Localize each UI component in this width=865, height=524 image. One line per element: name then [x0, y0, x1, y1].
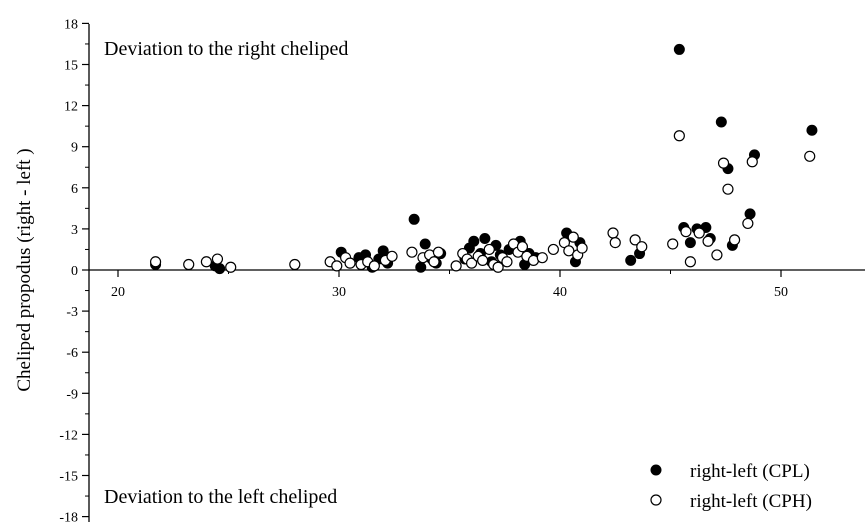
- x-tick-label: 20: [111, 285, 125, 300]
- y-tick-label: 12: [64, 100, 78, 115]
- legend-label-cph: right-left (CPH): [690, 491, 812, 512]
- point-cph: [609, 237, 621, 249]
- x-ticks-group: 20 30 40 50: [111, 270, 788, 300]
- y-tick-label: -3: [66, 305, 78, 320]
- point-cph: [225, 261, 237, 273]
- y-tick-label: -9: [66, 387, 78, 402]
- legend: right-left (CPL) right-left (CPH): [650, 461, 812, 512]
- point-cph: [576, 242, 588, 254]
- x-tick-label: 40: [553, 285, 567, 300]
- point-cph: [673, 130, 685, 142]
- point-cpl: [479, 232, 491, 244]
- point-cph: [501, 256, 513, 268]
- point-cph: [607, 227, 619, 239]
- y-tick-label: 3: [71, 223, 78, 238]
- point-cph: [483, 243, 495, 256]
- x-tick-label: 30: [332, 285, 346, 300]
- point-cpl: [415, 261, 427, 273]
- point-cph: [536, 252, 548, 264]
- point-cph: [629, 234, 641, 246]
- point-cph: [183, 258, 195, 271]
- point-cpl: [625, 254, 637, 266]
- y-tick-label: 9: [71, 141, 78, 156]
- point-cpl: [408, 213, 420, 225]
- point-cph: [211, 253, 224, 265]
- point-cph: [406, 246, 418, 258]
- point-cph: [742, 217, 754, 230]
- point-cph: [667, 238, 679, 250]
- point-cph: [450, 260, 462, 272]
- point-cph: [567, 231, 579, 243]
- legend-marker-cpl: [650, 464, 662, 476]
- point-cph: [289, 258, 301, 271]
- point-cph: [516, 241, 529, 253]
- y-tick-label: 0: [71, 264, 78, 279]
- annotation-left-cheliped: Deviation to the left cheliped: [104, 486, 337, 508]
- point-cph: [386, 250, 398, 262]
- point-cph: [746, 156, 758, 168]
- point-cph: [680, 226, 692, 238]
- y-tick-label: 18: [64, 17, 78, 32]
- point-cph: [149, 256, 162, 268]
- legend-marker-cph: [650, 494, 662, 506]
- point-cpl: [806, 124, 818, 136]
- point-cpl: [468, 235, 480, 247]
- point-cph: [636, 241, 648, 253]
- point-cph: [344, 257, 356, 269]
- point-cpl: [715, 116, 727, 128]
- point-cpl: [684, 237, 696, 249]
- point-cph: [466, 257, 478, 269]
- legend-label-cpl: right-left (CPL): [690, 461, 810, 482]
- point-cph: [331, 260, 343, 272]
- y-tick-label: -18: [59, 511, 78, 524]
- point-cph: [684, 256, 696, 268]
- point-cph: [728, 234, 741, 246]
- point-cph: [722, 183, 734, 195]
- point-cph: [717, 157, 730, 169]
- y-tick-label: -15: [59, 470, 78, 485]
- point-cph: [702, 235, 714, 247]
- point-cph: [368, 260, 380, 272]
- point-cph: [200, 256, 212, 268]
- point-cph: [547, 243, 559, 256]
- y-tick-label: 6: [71, 182, 78, 197]
- point-cph: [693, 227, 705, 239]
- point-cpl: [673, 43, 685, 55]
- y-tick-label: 15: [64, 59, 78, 74]
- point-cph: [432, 246, 445, 258]
- y-tick-label: -12: [59, 428, 78, 443]
- point-cpl: [214, 263, 226, 275]
- data-points-group: [149, 43, 818, 275]
- point-cpl: [377, 245, 389, 257]
- axes-group: [88, 24, 865, 522]
- point-cph: [428, 256, 440, 268]
- y-tick-label: -6: [66, 346, 78, 361]
- point-cph: [477, 254, 489, 267]
- point-cph: [563, 245, 575, 257]
- y-axis-title: Cheliped propodus (right - left ): [14, 148, 35, 391]
- point-cph: [711, 249, 723, 261]
- annotation-right-cheliped: Deviation to the right cheliped: [104, 38, 348, 60]
- y-ticks-group: -18 -15 -12 -9 -6 -3 0 3 6 9 12 15 18: [59, 17, 89, 524]
- x-tick-label: 50: [774, 285, 788, 300]
- point-cph: [804, 150, 816, 162]
- point-cpl: [419, 238, 431, 250]
- point-cph: [492, 261, 504, 273]
- point-cpl: [744, 208, 756, 220]
